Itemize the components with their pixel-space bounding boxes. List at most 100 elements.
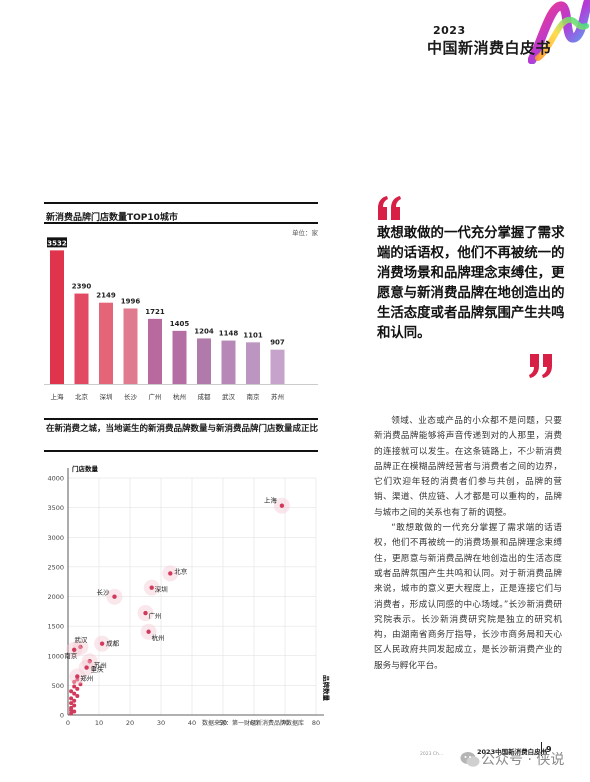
scatter-title-rule [44,450,318,452]
y-axis-label: 门店数量 [72,464,99,473]
bar-value-label: 1204 [194,327,214,335]
body-text: 领域、业态或产品的小众都不是问题，只要新消费品牌能够将声音传递到对的人那里，消费… [374,414,562,674]
scatter-point [75,677,80,682]
close-quote-icon [529,354,552,378]
scatter-point-重庆 [84,665,89,670]
y-tick-label: 2500 [47,563,64,571]
bar-category-label: 长沙 [124,392,138,401]
scatter-point [72,709,77,714]
header-title: 中国新消费白皮书 [427,39,552,57]
x-tick-label: 30 [157,719,165,727]
y-tick-label: 1500 [47,623,64,631]
footer-small-text: 2023 Ch... [420,752,444,757]
bar-长沙 [123,308,138,384]
scatter-point-南京 [72,647,77,652]
bar-category-label: 南京 [247,392,261,401]
bar-value-label: 1405 [170,320,190,328]
bar-chart-title-rule [44,222,318,224]
brand-swirl-logo [528,0,590,64]
bar-上海 [50,250,64,384]
scatter-point [69,689,74,694]
header-year: 2023 [433,24,466,37]
scatter-point [75,686,80,691]
body-paragraph-2: “敢想敢做的一代充分掌握了需求端的话语权，他们不再被统一的消费场景和品牌理念束缚… [374,523,562,671]
open-quote-icon [378,196,401,220]
y-tick-label: 3500 [47,504,64,512]
scatter-point [72,684,77,689]
y-tick-label: 2000 [47,593,64,601]
x-axis-label: 品牌数量 [322,675,330,702]
scatter-point-深圳 [149,585,154,590]
scatter-point-label: 重庆 [91,665,105,674]
scatter-point-郑州 [75,674,80,679]
x-tick-label: 80 [312,719,320,727]
bar-category-label: 上海 [51,392,65,401]
x-tick-label: 50 [219,719,227,727]
scatter-point-label: 成都 [106,639,120,648]
scatter-point-杭州 [146,629,151,634]
scatter-point-label: 深圳 [155,585,168,594]
scatter-point [72,703,77,708]
scatter-point-label: 广州 [149,611,162,620]
bar-value-label: 1996 [121,297,141,305]
bar-value-label: 2149 [96,292,116,300]
bar-value-label: 1721 [145,308,165,316]
bar-category-label: 广州 [149,392,162,401]
x-tick-label: 60 [250,719,258,727]
footer-title: 2023中国新消费白皮书 [477,748,548,756]
scatter-data-source: 数据来源：第一财经新消费品牌数据库 [202,720,305,727]
bar-category-label: 深圳 [100,392,113,401]
y-tick-label: 500 [52,682,64,690]
scatter-top-rule [44,418,318,420]
body-paragraph-1: 领域、业态或产品的小众都不是问题，只要新消费品牌能够将声音传递到对的人那里，消费… [374,416,562,518]
bar-value-label: 1101 [243,331,263,339]
scatter-point-北京 [168,571,173,576]
bar-value-highlight [47,237,67,248]
scatter-point-成都 [99,641,105,646]
x-tick-label: 70 [281,719,289,727]
footer-divider [541,742,542,756]
y-tick-label: 1000 [47,652,64,660]
bar-成都 [197,338,211,384]
bar-category-label: 成都 [198,392,212,401]
x-tick-label: 10 [95,719,103,727]
scatter-point [72,698,77,703]
x-tick-label: 0 [66,719,70,727]
bar-value-label: 1148 [219,330,239,338]
bar-value-label: 2390 [72,283,92,291]
scatter-point-label: 苏州 [94,660,107,669]
bar-chart: 3532 上海 2390 北京 2149 深圳 1996 长沙 1721 广州 1405 杭州 1204… [44,237,318,401]
scatter-point-label: 南京 [64,651,78,660]
y-tick-label: 3000 [47,534,64,542]
bar-value-label: 3532 [47,239,67,247]
scatter-point-武汉 [78,644,83,650]
bar-广州 [148,318,162,384]
scatter-point [69,708,74,713]
bar-杭州 [172,330,187,384]
bar-chart-title: 新消费品牌门店数量TOP10城市 [46,213,178,223]
pull-quote: 敢想敢做的一代充分掌握了需求端的话语权，他们不再被统一的消费场景和品牌理念束缚住… [377,226,565,341]
bar-苏州 [270,349,285,384]
scatter-point [75,694,80,699]
scatter-point-长沙 [112,594,117,599]
x-tick-label: 20 [126,719,134,727]
bar-南京 [246,342,260,384]
scatter-point [69,701,74,706]
bar-chart-unit: 单位：家 [292,229,318,237]
scatter-point-苏州 [87,659,92,664]
scatter-point [69,711,74,716]
scatter-chart-title: 在新消费之城，当地诞生的新消费品牌数量与新消费品牌门店数量成正比 [46,424,319,434]
scatter-point-广州 [143,610,148,616]
bar-category-label: 杭州 [173,392,186,401]
bar-武汉 [221,340,236,384]
watermark-text: 公众号 · 侠说 [481,752,565,768]
bar-category-label: 北京 [75,392,89,401]
bar-category-label: 苏州 [271,392,284,401]
scatter-point [78,682,83,687]
bar-北京 [74,293,89,384]
scatter-point [72,691,77,696]
bar-category-label: 武汉 [222,392,236,401]
scatter-point [72,679,77,684]
scatter-point-label: 北京 [174,566,188,575]
y-tick-label: 0 [60,712,64,720]
